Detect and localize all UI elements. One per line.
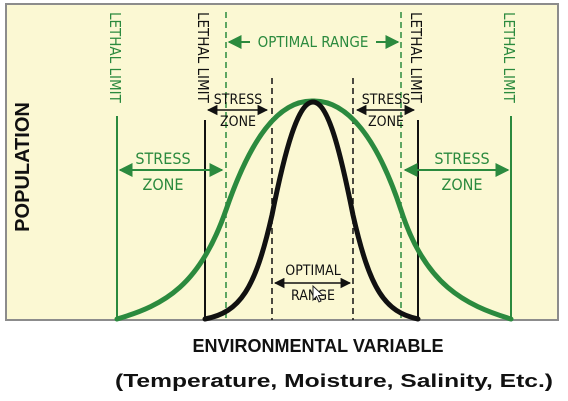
optimal-range-top-label: OPTIMAL RANGE xyxy=(258,33,369,51)
left-black-zone-label: ZONE xyxy=(220,114,256,130)
green-lethal-limit-left-label: LETHAL LIMIT xyxy=(106,12,124,104)
left-green-zone-label: ZONE xyxy=(142,175,183,194)
black-lethal-limit-right-label: LETHAL LIMIT xyxy=(407,12,425,104)
right-black-zone-label: ZONE xyxy=(368,114,404,130)
right-black-stress-label: STRESS xyxy=(362,92,410,108)
left-green-stress-label: STRESS xyxy=(135,149,190,168)
mouse-cursor-icon xyxy=(312,284,325,303)
black-optimal-label: OPTIMAL xyxy=(285,263,340,279)
black-lethal-limit-left-label: LETHAL LIMIT xyxy=(194,12,212,104)
x-axis-label: ENVIRONMENTAL VARIABLE xyxy=(192,336,443,356)
y-axis-label: POPULATION xyxy=(12,102,34,232)
left-black-stress-label: STRESS xyxy=(214,92,262,108)
green-lethal-limit-right-label: LETHAL LIMIT xyxy=(500,12,518,104)
black-curve xyxy=(202,99,421,322)
right-green-stress-label: STRESS xyxy=(434,149,489,168)
x-axis-sublabel: (Temperature, Moisture, Salinity, Etc.) xyxy=(115,371,553,391)
right-green-zone-label: ZONE xyxy=(441,175,482,194)
